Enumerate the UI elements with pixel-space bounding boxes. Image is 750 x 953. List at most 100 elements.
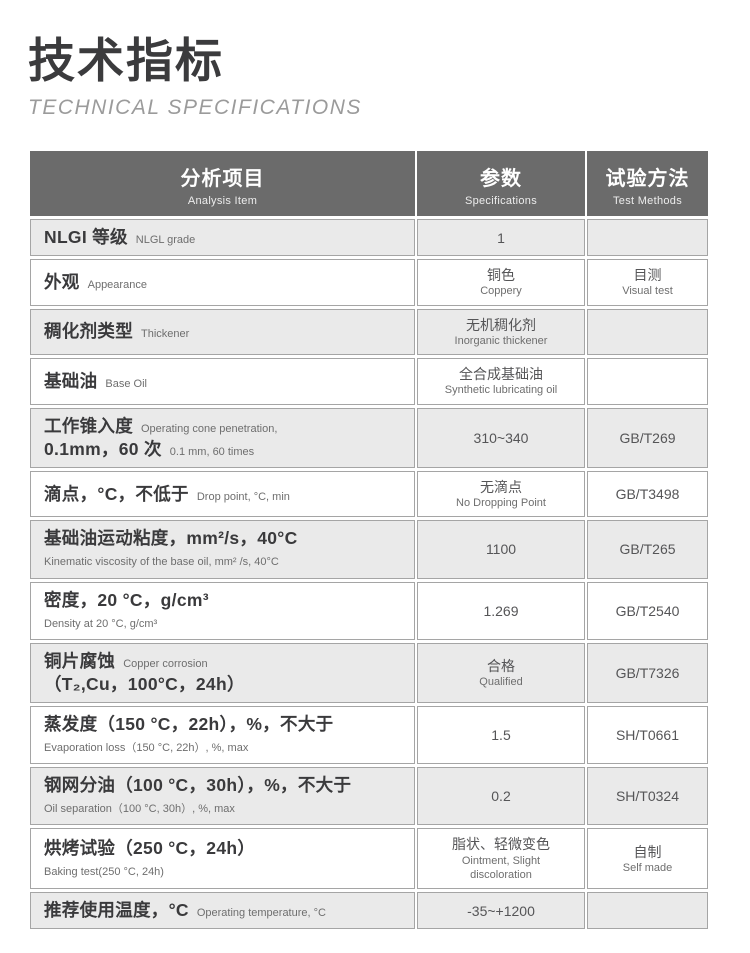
item-zh-text: 滴点，°C，不低于 xyxy=(44,483,189,504)
spec-line: 合格 xyxy=(487,657,515,674)
item-en-text: Operating cone penetration, xyxy=(141,422,278,435)
item-en-text: Operating temperature, °C xyxy=(196,907,326,920)
table-row: 工作锥入度 Operating cone penetration, 0.1mm，60… xyxy=(30,407,708,468)
analysis-item-cell: 稠化剂类型 Thickener xyxy=(30,308,415,356)
spec-line: 无机稠化剂 xyxy=(466,316,536,333)
item-en-text: NLGL grade xyxy=(135,234,196,247)
method-line: GB/T265 xyxy=(619,541,676,558)
item-en-text: Kinematic viscosity of the base oil, mm²… xyxy=(44,556,279,569)
analysis-item-cell: 钢网分油（100 °C，30h），%，不大于 Oil separation（100… xyxy=(30,767,415,826)
method-line: GB/T3498 xyxy=(615,485,680,502)
item-line: （T₂,Cu，100°C，24h） xyxy=(44,673,406,696)
spec-cell: 无滴点 No Dropping Point xyxy=(417,470,585,518)
item-line: 铜片腐蚀 Copper corrosion xyxy=(44,650,406,673)
spec-line: 脂状、轻微变色 xyxy=(452,836,550,853)
item-zh-text: 钢网分油（100 °C，30h），%，不大于 xyxy=(44,775,352,796)
item-line: NLGI 等级 NLGL grade xyxy=(44,226,406,249)
page: 技术指标 TECHNICAL SPECIFICATIONS 分析项目 Analy… xyxy=(28,34,710,932)
spec-line: No Dropping Point xyxy=(456,497,546,510)
item-zh-text: 烘烤试验（250 °C，24h） xyxy=(44,837,256,858)
spec-line: 310~340 xyxy=(473,429,529,446)
item-zh-text: 推荐使用温度，°C xyxy=(44,900,189,921)
spec-table: 分析项目 Analysis Item 参数 Specifications 试验方… xyxy=(28,148,710,932)
method-line: GB/T7326 xyxy=(615,664,680,681)
item-line: 0.1mm，60 次 0.1 mm, 60 times xyxy=(44,438,406,461)
item-zh-text: 工作锥入度 xyxy=(44,415,133,436)
spec-cell: 0.2 xyxy=(417,767,585,826)
analysis-item-cell: 滴点，°C，不低于 Drop point, °C, min xyxy=(30,470,415,518)
table-row: 铜片腐蚀 Copper corrosion （T₂,Cu，100°C，24h） 合格 Q… xyxy=(30,642,708,703)
header-cell-specifications: 参数 Specifications xyxy=(417,151,585,217)
spec-line: 无滴点 xyxy=(480,478,522,495)
item-zh-text: 稠化剂类型 xyxy=(44,321,133,342)
header-en-text: Analysis Item xyxy=(187,195,258,208)
item-line: 推荐使用温度，°C Operating temperature, °C xyxy=(44,899,406,922)
spec-cell: 1.5 xyxy=(417,705,585,765)
method-line: GB/T2540 xyxy=(615,602,680,619)
header-cell-test-methods: 试验方法 Test Methods xyxy=(587,151,708,217)
method-cell xyxy=(587,308,708,356)
method-line: 目测 xyxy=(633,267,662,284)
item-en-text: Evaporation loss（150 °C, 22h）, %, max xyxy=(44,742,249,755)
method-line: Visual test xyxy=(622,285,673,298)
method-cell: GB/T265 xyxy=(587,520,708,579)
analysis-item-cell: 工作锥入度 Operating cone penetration, 0.1mm，60… xyxy=(30,407,415,468)
item-zh-text: 蒸发度（150 °C，22h），%，不大于 xyxy=(44,713,334,734)
analysis-item-cell: 基础油运动粘度，mm²/s，40°C Kinematic viscosity of… xyxy=(30,520,415,579)
analysis-item-cell: 烘烤试验（250 °C，24h） Baking test(250 °C, 24h) xyxy=(30,828,415,890)
spec-line: 1 xyxy=(497,229,505,246)
method-line: SH/T0324 xyxy=(615,788,680,805)
spec-cell: 合格 Qualified xyxy=(417,642,585,703)
method-cell: GB/T269 xyxy=(587,407,708,468)
page-subtitle: TECHNICAL SPECIFICATIONS xyxy=(28,96,362,120)
method-line: 自制 xyxy=(633,843,662,860)
spec-cell: 脂状、轻微变色 Ointment, Slight discoloration xyxy=(417,828,585,890)
table-row: 基础油 Base Oil 全合成基础油 Synthetic lubricating o… xyxy=(30,358,708,405)
analysis-item-cell: 密度，20 °C，g/cm³ Density at 20 °C, g/cm³ xyxy=(30,581,415,640)
table-row: 蒸发度（150 °C，22h），%，不大于 Evaporation loss（15… xyxy=(30,705,708,765)
page-title: 技术指标 xyxy=(28,34,224,87)
spec-line: Synthetic lubricating oil xyxy=(444,384,558,397)
spec-line: 1100 xyxy=(485,541,517,558)
item-line: 密度，20 °C，g/cm³ xyxy=(44,589,406,612)
spec-cell: -35~+1200 xyxy=(417,892,585,930)
method-cell xyxy=(587,892,708,930)
table-row: 烘烤试验（250 °C，24h） Baking test(250 °C, 24h)… xyxy=(30,828,708,890)
item-en-text: 0.1 mm, 60 times xyxy=(169,445,255,458)
spec-cell: 1 xyxy=(417,219,585,257)
item-line: 滴点，°C，不低于 Drop point, °C, min xyxy=(44,483,406,506)
item-line: Baking test(250 °C, 24h) xyxy=(44,860,406,881)
item-line: 烘烤试验（250 °C，24h） xyxy=(44,837,406,860)
item-en-text: Density at 20 °C, g/cm³ xyxy=(44,617,158,630)
table-row: 推荐使用温度，°C Operating temperature, °C -35~+1… xyxy=(30,892,708,930)
spec-cell: 1100 xyxy=(417,520,585,579)
spec-line: Qualified xyxy=(479,675,523,688)
table-row: 密度，20 °C，g/cm³ Density at 20 °C, g/cm³ 1.2… xyxy=(30,581,708,640)
item-en-text: Oil separation（100 °C, 30h）, %, max xyxy=(44,803,235,816)
method-cell: SH/T0661 xyxy=(587,705,708,765)
method-line: Self made xyxy=(622,861,673,874)
item-en-text: Appearance xyxy=(87,278,147,291)
spec-line: discoloration xyxy=(470,868,532,881)
spec-line: 全合成基础油 xyxy=(459,366,543,383)
spec-line: 1.269 xyxy=(483,602,519,619)
method-cell: GB/T3498 xyxy=(587,470,708,518)
method-cell: GB/T7326 xyxy=(587,642,708,703)
table-row: 钢网分油（100 °C，30h），%，不大于 Oil separation（100… xyxy=(30,767,708,826)
analysis-item-cell: 推荐使用温度，°C Operating temperature, °C xyxy=(30,892,415,930)
spec-table-body: NLGI 等级 NLGL grade 1 外观 Appearance 铜色 Coppery 目… xyxy=(30,219,708,930)
table-header-row: 分析项目 Analysis Item 参数 Specifications 试验方… xyxy=(30,151,708,217)
item-line: Evaporation loss（150 °C, 22h）, %, max xyxy=(44,736,406,757)
item-zh-text: 0.1mm，60 次 xyxy=(44,438,162,459)
item-line: Kinematic viscosity of the base oil, mm²… xyxy=(44,550,406,571)
item-zh-text: （T₂,Cu，100°C，24h） xyxy=(44,673,245,694)
header-cell-analysis-item: 分析项目 Analysis Item xyxy=(30,151,415,217)
method-cell: SH/T0324 xyxy=(587,767,708,826)
item-line: 工作锥入度 Operating cone penetration, xyxy=(44,415,406,438)
header-en-text: Specifications xyxy=(464,195,538,208)
header-zh-text: 试验方法 xyxy=(605,168,690,191)
header-en-text: Test Methods xyxy=(612,195,683,208)
method-line: SH/T0661 xyxy=(615,726,680,743)
method-line: GB/T269 xyxy=(619,429,676,446)
item-zh-text: 基础油运动粘度，mm²/s，40°C xyxy=(44,528,298,549)
